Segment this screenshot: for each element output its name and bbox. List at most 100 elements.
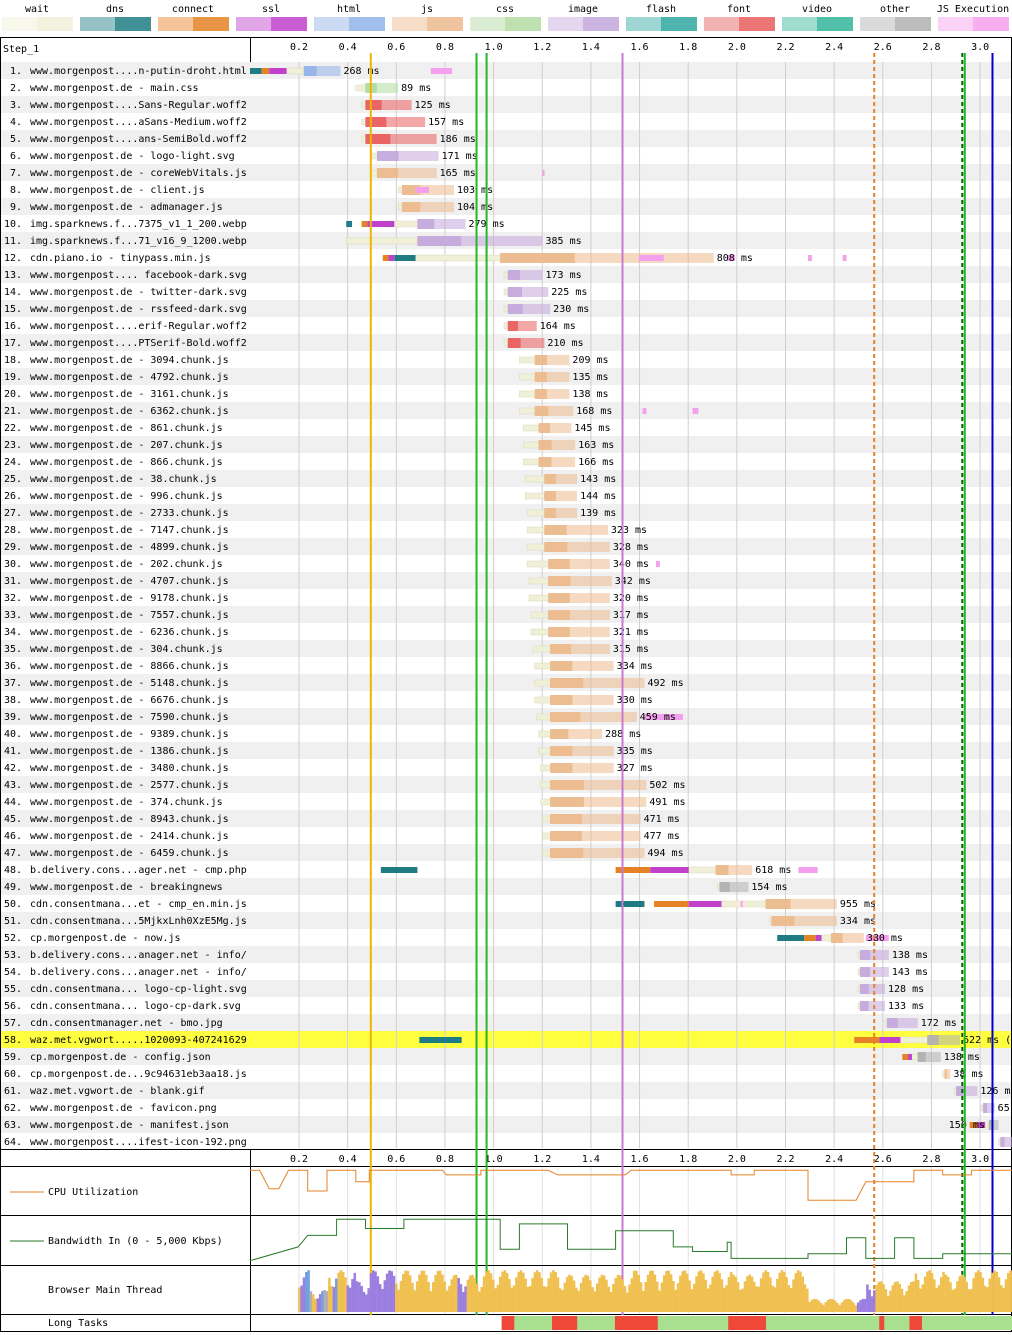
main-thread-activity bbox=[638, 1275, 641, 1312]
main-thread-activity bbox=[538, 1272, 541, 1312]
row-duration: 166 ms bbox=[578, 457, 614, 468]
bar-content-download bbox=[508, 270, 520, 280]
main-thread-activity bbox=[993, 1270, 996, 1312]
row-url: www.morgenpost.de - breakingnews bbox=[30, 882, 223, 893]
bar-content-download bbox=[548, 559, 570, 569]
main-thread-activity bbox=[841, 1302, 844, 1312]
main-thread-activity bbox=[949, 1282, 952, 1312]
tick-label-top: 2.8 bbox=[922, 42, 940, 53]
row-number: 37. bbox=[4, 678, 22, 689]
bar-wait bbox=[531, 612, 548, 618]
main-thread-activity bbox=[1009, 1270, 1012, 1312]
row-url: www.morgenpost.de - 207.chunk.js bbox=[30, 440, 223, 451]
main-thread-activity bbox=[709, 1285, 712, 1312]
main-thread-activity bbox=[815, 1299, 818, 1312]
main-thread-activity bbox=[367, 1288, 370, 1312]
main-thread-activity bbox=[903, 1295, 906, 1312]
row-duration: 491 ms bbox=[649, 797, 685, 808]
main-thread-activity bbox=[506, 1273, 509, 1312]
main-thread-activity bbox=[644, 1282, 647, 1312]
main-thread-activity bbox=[467, 1280, 470, 1312]
main-thread-activity bbox=[580, 1283, 583, 1312]
main-thread-activity bbox=[487, 1270, 490, 1312]
bar-connect bbox=[362, 221, 368, 227]
main-thread-activity bbox=[388, 1270, 391, 1312]
bar-wait bbox=[954, 1088, 956, 1094]
tick-label-top: 0.8 bbox=[436, 42, 454, 53]
bar-wait bbox=[527, 561, 548, 567]
row-duration: 172 ms bbox=[921, 1018, 957, 1029]
row-number: 25. bbox=[4, 474, 22, 485]
bar-wait bbox=[527, 510, 544, 516]
row-number: 3. bbox=[10, 100, 22, 111]
row-number: 11. bbox=[4, 236, 22, 247]
row-number: 29. bbox=[4, 542, 22, 553]
row-url: www.morgenpost.de - 996.chunk.js bbox=[30, 491, 223, 502]
main-thread-activity bbox=[732, 1275, 735, 1312]
main-thread-activity bbox=[783, 1272, 786, 1312]
row-url: cdn.consentmana... logo-cp-dark.svg bbox=[30, 1001, 241, 1012]
row-number: 56. bbox=[4, 1001, 22, 1012]
main-thread-activity bbox=[559, 1288, 562, 1312]
main-thread-activity bbox=[374, 1271, 377, 1312]
bar-wait bbox=[885, 1020, 887, 1026]
main-thread-activity bbox=[575, 1288, 578, 1312]
row-url: www.morgenpost.de - manifest.json bbox=[30, 1120, 229, 1131]
main-thread-activity bbox=[330, 1286, 333, 1312]
row-url: www.morgenpost.de - 6459.chunk.js bbox=[30, 848, 229, 859]
legend-label: js bbox=[421, 4, 433, 15]
main-thread-activity bbox=[423, 1271, 426, 1312]
main-thread-activity bbox=[513, 1285, 516, 1312]
main-thread-activity bbox=[462, 1292, 465, 1312]
row-duration: 163 ms bbox=[578, 440, 614, 451]
legend-swatch-light bbox=[548, 17, 583, 31]
bar-js-execution bbox=[639, 255, 664, 261]
row-url: www.morgenpost.de - 9389.chunk.js bbox=[30, 729, 229, 740]
main-thread-activity bbox=[587, 1276, 590, 1312]
main-thread-activity bbox=[982, 1278, 985, 1312]
main-thread-activity bbox=[792, 1279, 795, 1312]
main-thread-activity bbox=[850, 1300, 853, 1312]
tick-label-bottom: 1.2 bbox=[533, 1154, 551, 1165]
row-duration: 143 ms bbox=[580, 474, 616, 485]
bar-wait bbox=[531, 629, 548, 635]
main-thread-activity bbox=[698, 1271, 701, 1312]
bar-wait bbox=[398, 204, 402, 210]
main-thread-activity bbox=[991, 1273, 994, 1312]
main-thread-activity bbox=[998, 1277, 1001, 1312]
tick-label-bottom: 0.2 bbox=[290, 1154, 308, 1165]
main-thread-activity bbox=[511, 1288, 514, 1312]
bar-content-download bbox=[860, 984, 869, 994]
row-url: www.morgenpost.de - 7557.chunk.js bbox=[30, 610, 229, 621]
bar-ssl bbox=[908, 1054, 912, 1060]
main-thread-activity bbox=[324, 1290, 327, 1312]
main-thread-activity bbox=[924, 1277, 927, 1312]
row-duration: 808 ms bbox=[717, 253, 753, 264]
row-url: www.morgenpost.de - 3161.chunk.js bbox=[30, 389, 229, 400]
main-thread-activity bbox=[912, 1281, 915, 1312]
main-thread-activity bbox=[358, 1282, 361, 1312]
row-duration: 471 ms bbox=[644, 814, 680, 825]
legend-label: connect bbox=[172, 4, 214, 15]
bar-wait bbox=[943, 1071, 945, 1077]
row-number: 33. bbox=[4, 610, 22, 621]
bar-connect bbox=[383, 255, 389, 261]
main-thread-activity bbox=[418, 1274, 421, 1312]
row-number: 30. bbox=[4, 559, 22, 570]
bar-wait bbox=[362, 102, 366, 108]
main-thread-activity bbox=[691, 1289, 694, 1312]
main-thread-activity bbox=[748, 1275, 751, 1312]
row-url: cdn.piano.io - tinypass.min.js bbox=[30, 253, 211, 264]
main-thread-activity bbox=[356, 1281, 359, 1312]
main-thread-activity bbox=[319, 1294, 322, 1312]
main-thread-activity bbox=[307, 1270, 310, 1312]
bar-wait bbox=[519, 391, 534, 397]
main-thread-activity bbox=[681, 1271, 684, 1312]
row-number: 12. bbox=[4, 253, 22, 264]
row-url: www.morgenpost.de - 38.chunk.js bbox=[30, 474, 217, 485]
row-number: 7. bbox=[10, 168, 22, 179]
